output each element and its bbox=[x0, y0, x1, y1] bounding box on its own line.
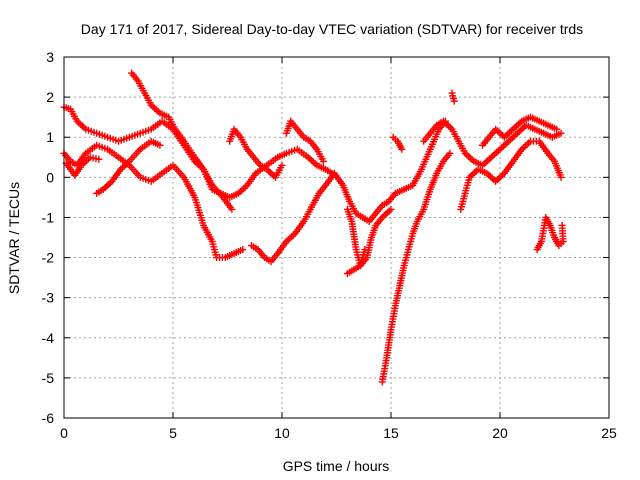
y-axis-label: SDTVAR / TECUs bbox=[6, 182, 22, 294]
series-satellite-track-4 bbox=[93, 137, 164, 197]
data-point bbox=[557, 173, 565, 181]
series-satellite-track-11 bbox=[378, 149, 454, 386]
series-satellite-track-13 bbox=[420, 117, 565, 169]
data-point bbox=[557, 129, 565, 137]
x-tick-label: 20 bbox=[492, 425, 508, 441]
data-point bbox=[450, 97, 458, 105]
data-point bbox=[553, 125, 561, 133]
data-point bbox=[558, 221, 566, 229]
data-point bbox=[319, 157, 327, 165]
series-satellite-track-12 bbox=[389, 133, 406, 153]
data-point bbox=[398, 145, 406, 153]
y-tick-label: 2 bbox=[46, 89, 54, 105]
data-points bbox=[60, 69, 567, 386]
x-axis: 0 5 10 15 20 25 bbox=[60, 57, 617, 441]
series-satellite-track-6 bbox=[226, 125, 286, 181]
series-satellite-track-3 bbox=[62, 153, 103, 179]
x-tick-label: 25 bbox=[601, 425, 617, 441]
series-satellite-track-8 bbox=[282, 117, 327, 165]
y-tick-label: 1 bbox=[46, 129, 54, 145]
y-tick-label: 3 bbox=[46, 49, 54, 65]
grid-lines bbox=[64, 57, 609, 418]
y-axis: -6 -5 -4 -3 -2 -1 0 1 2 3 bbox=[42, 49, 609, 426]
data-point bbox=[387, 205, 395, 213]
series-satellite-track-2 bbox=[60, 141, 247, 262]
series-satellite-track-9 bbox=[343, 205, 395, 270]
data-point bbox=[446, 149, 454, 157]
x-tick-label: 0 bbox=[60, 425, 68, 441]
series-satellite-track-14 bbox=[448, 89, 458, 105]
series-satellite-track-15 bbox=[457, 137, 565, 213]
x-tick-label: 10 bbox=[274, 425, 290, 441]
y-tick-label: -1 bbox=[42, 209, 55, 225]
y-tick-label: -6 bbox=[42, 410, 55, 426]
plot-frame bbox=[63, 56, 610, 419]
x-tick-label: 5 bbox=[169, 425, 177, 441]
y-tick-label: -5 bbox=[42, 370, 55, 386]
chart-title: Day 171 of 2017, Sidereal Day-to-day VTE… bbox=[81, 21, 583, 37]
series-satellite-track-5 bbox=[128, 69, 236, 213]
series-satellite-track-7 bbox=[247, 117, 449, 266]
y-tick-label: -3 bbox=[42, 290, 55, 306]
data-point bbox=[95, 155, 103, 163]
x-tick-label: 15 bbox=[383, 425, 399, 441]
data-point bbox=[156, 141, 164, 149]
x-axis-label: GPS time / hours bbox=[283, 458, 390, 474]
data-point bbox=[278, 161, 286, 169]
series-satellite-track-16 bbox=[479, 113, 561, 149]
data-point bbox=[228, 205, 236, 213]
data-point bbox=[361, 246, 369, 254]
series-satellite-track-17 bbox=[533, 213, 567, 254]
y-tick-label: 0 bbox=[46, 169, 54, 185]
y-tick-label: -2 bbox=[42, 250, 55, 266]
data-point bbox=[239, 246, 247, 254]
series-satellite-track-10 bbox=[343, 246, 369, 278]
y-tick-label: -4 bbox=[42, 330, 55, 346]
